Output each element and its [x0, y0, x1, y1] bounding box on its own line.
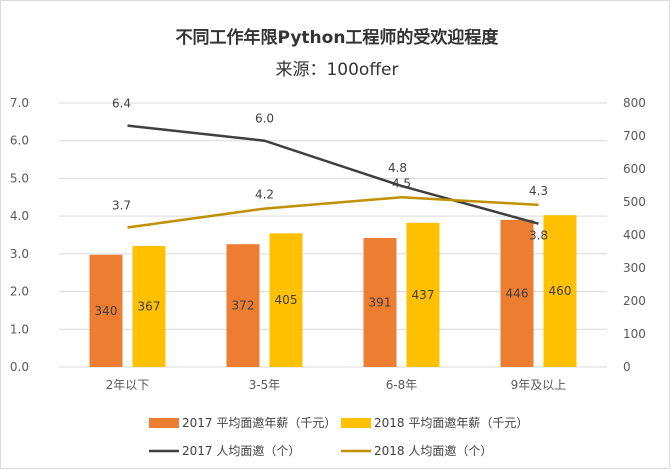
right-axis-tick-label: 400 [623, 228, 646, 242]
line-data-label: 4.8 [388, 161, 407, 175]
x-axis-tick-label: 2年以下 [106, 378, 150, 392]
right-axis-tick-label: 600 [623, 162, 646, 176]
bar [226, 244, 260, 367]
bar-data-label: 405 [275, 293, 298, 307]
series-line [127, 124, 539, 225]
chart-title: 不同工作年限Python工程师的受欢迎程度 [176, 27, 500, 48]
bar [89, 254, 123, 367]
line-data-label: 4.5 [392, 176, 411, 190]
chart-subtitle: 来源：100offer [275, 60, 398, 80]
left-axis-tick-label: 0.0 [10, 360, 29, 374]
left-axis-tick-label: 1.0 [10, 322, 29, 336]
left-axis-tick-label: 7.0 [10, 96, 29, 110]
bar-data-label: 437 [412, 288, 435, 302]
left-axis-tick-label: 2.0 [10, 285, 29, 299]
axes: 0.0 1.0 2.0 3.0 4.0 5.0 6.0 7.0 0 100 200 300 400 500… [10, 96, 646, 392]
left-axis-tick-label: 5.0 [10, 171, 29, 185]
left-axis-tick-label: 3.0 [10, 247, 29, 261]
right-axis-tick-label: 500 [623, 195, 646, 209]
series-line [127, 196, 539, 229]
legend: 2017 平均面邀年薪（千元） 2018 平均面邀年薪（千元） 2017 人均面邀（… [149, 415, 528, 458]
bar [363, 237, 397, 367]
bar-data-label: 372 [232, 299, 255, 313]
line-series: 6.4 6.0 4.8 3.8 3.7 4.2 4.5 4.3 [112, 97, 548, 243]
legend-label: 2017 人均面邀（个） [182, 443, 300, 458]
right-axis-tick-label: 200 [623, 294, 646, 308]
right-axis-tick-label: 100 [623, 327, 646, 341]
legend-swatch [341, 418, 371, 428]
bar-data-label: 367 [138, 299, 161, 313]
line-data-label: 6.0 [255, 112, 274, 126]
legend-label: 2018 平均面邀年薪（千元） [374, 415, 528, 430]
bar [543, 215, 577, 367]
legend-swatch [149, 418, 179, 428]
bar-data-label: 446 [506, 286, 529, 300]
x-axis-tick-label: 3-5年 [249, 378, 281, 392]
bar-data-label: 391 [369, 295, 392, 309]
bar-data-label: 460 [549, 284, 572, 298]
line-data-label: 4.3 [529, 184, 548, 198]
line-data-label: 3.8 [529, 229, 548, 243]
bar-data-label: 340 [95, 304, 118, 318]
left-axis-tick-label: 4.0 [10, 209, 29, 223]
bar [269, 233, 303, 367]
line-data-label: 4.2 [255, 188, 274, 202]
right-axis-tick-label: 800 [623, 96, 646, 110]
right-axis-tick-label: 300 [623, 261, 646, 275]
x-axis-tick-label: 9年及以上 [511, 378, 567, 392]
left-axis-tick-label: 6.0 [10, 134, 29, 148]
legend-label: 2018 人均面邀（个） [374, 443, 492, 458]
bar-series: 340 372 391 446 367 405 437 460 [89, 215, 577, 367]
right-axis-tick-label: 700 [623, 129, 646, 143]
x-axis-tick-label: 6-8年 [386, 378, 418, 392]
bar [406, 222, 440, 367]
line-data-label: 3.7 [112, 198, 131, 212]
bar [500, 219, 534, 367]
legend-label: 2017 平均面邀年薪（千元） [182, 415, 336, 430]
line-data-label: 6.4 [112, 97, 131, 111]
right-axis-tick-label: 0 [623, 360, 631, 374]
bar [132, 245, 166, 367]
